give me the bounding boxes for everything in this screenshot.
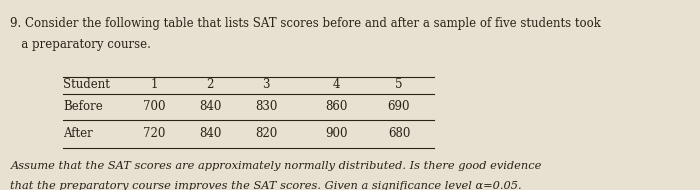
Text: 900: 900: [325, 127, 347, 140]
Text: 4: 4: [332, 78, 340, 91]
Text: that the preparatory course improves the SAT scores. Given a significance level : that the preparatory course improves the…: [10, 181, 522, 190]
Text: 680: 680: [388, 127, 410, 140]
Text: 720: 720: [143, 127, 165, 140]
Text: 860: 860: [325, 100, 347, 113]
Text: 830: 830: [255, 100, 277, 113]
Text: 5: 5: [395, 78, 402, 91]
Text: 820: 820: [255, 127, 277, 140]
Text: 1: 1: [150, 78, 158, 91]
Text: a preparatory course.: a preparatory course.: [10, 38, 151, 51]
Text: Assume that the SAT scores are approximately normally distributed. Is there good: Assume that the SAT scores are approxima…: [10, 161, 542, 171]
Text: 9. Consider the following table that lists SAT scores before and after a sample : 9. Consider the following table that lis…: [10, 17, 601, 30]
Text: 690: 690: [388, 100, 410, 113]
Text: After: After: [63, 127, 92, 140]
Text: 840: 840: [199, 100, 221, 113]
Text: Before: Before: [63, 100, 103, 113]
Text: 3: 3: [262, 78, 270, 91]
Text: 2: 2: [206, 78, 214, 91]
Text: 700: 700: [143, 100, 165, 113]
Text: Student: Student: [63, 78, 110, 91]
Text: 840: 840: [199, 127, 221, 140]
